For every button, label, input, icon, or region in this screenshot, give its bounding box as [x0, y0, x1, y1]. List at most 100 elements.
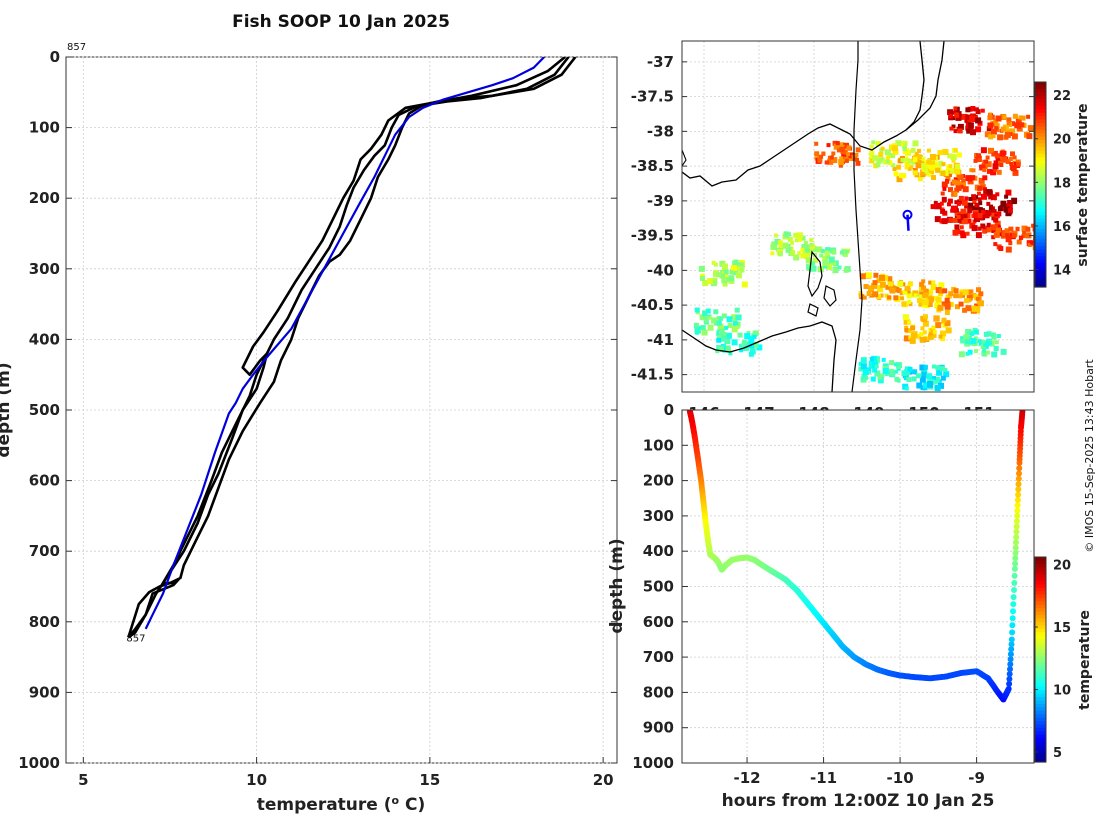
sst-pixel [976, 300, 981, 305]
map-lat-tick-label: -37.5 [631, 88, 674, 106]
sst-pixel [933, 315, 940, 322]
sst-pixel [871, 155, 878, 162]
sst-pixel [1000, 200, 1007, 207]
sst-pixel [945, 327, 952, 334]
sst-pixel [935, 322, 942, 329]
sst-pixel [890, 289, 895, 294]
sst-pixel [908, 302, 913, 307]
sst-pixel [927, 333, 934, 340]
sst-pixel [896, 364, 901, 369]
sst-pixel [904, 165, 909, 170]
sst-pixel [710, 280, 717, 287]
sst-pixel [877, 377, 884, 384]
profile-y-tick-label: 200 [29, 189, 60, 207]
sst-colorbar-segment [1035, 184, 1046, 189]
sst-colorbar-segment [1035, 157, 1046, 162]
profile-xlabel: temperature (o C) [257, 794, 426, 815]
map-coastlines [682, 41, 945, 392]
sst-colorbar-segment [1035, 126, 1046, 131]
sst-pixel [707, 324, 714, 331]
map-lat-tick-label: -37 [647, 53, 674, 71]
sst-pixel [1001, 156, 1008, 163]
sst-pixel [965, 107, 971, 113]
temperature-colorbar-segment [1035, 680, 1046, 685]
sst-pixel [911, 160, 916, 165]
sst-pixel [1032, 227, 1034, 232]
sst-pixel [863, 284, 869, 289]
sst-pixel [855, 157, 859, 162]
sst-pixel [870, 376, 876, 382]
sst-pixel [829, 155, 834, 160]
series-line-profile-1 [127, 57, 570, 639]
sst-pixel [920, 169, 927, 176]
sst-pixel [861, 373, 868, 380]
sst-colorbar-segment [1035, 153, 1046, 158]
sst-pixel [930, 204, 936, 210]
sst-pixel [876, 294, 881, 300]
sst-pixel [978, 201, 983, 206]
sst-pixel [982, 175, 988, 181]
depth-track-point [1007, 661, 1014, 668]
temperature-colorbar-segment [1035, 731, 1046, 736]
sst-pixel [959, 225, 964, 230]
sst-pixel [1015, 161, 1021, 167]
sst-pixel [950, 154, 957, 161]
profile-y-tick-label: 400 [29, 330, 60, 348]
sst-pixel [948, 217, 953, 222]
sst-pixel [885, 159, 890, 164]
sst-colorbar-segment [1035, 235, 1046, 240]
sst-pixel [913, 293, 918, 298]
sst-pixel [724, 325, 729, 330]
sst-pixel [983, 187, 987, 192]
sst-pixel [785, 246, 792, 253]
sst-pixel [866, 291, 872, 296]
sst-pixel [969, 115, 976, 122]
sst-pixel [790, 250, 796, 256]
sst-pixel [1027, 243, 1032, 247]
depth-track-point [1011, 580, 1018, 586]
sst-pixel [879, 281, 886, 288]
sst-pixel [744, 333, 751, 340]
sst-pixel [774, 238, 781, 245]
profile-y-tick-label: 700 [29, 542, 60, 560]
temperature-colorbar-segment [1035, 755, 1046, 760]
depth-y-tick-label: 400 [643, 542, 674, 560]
depth-x-tick-label: -9 [968, 769, 985, 787]
sst-pixel [860, 357, 867, 364]
sst-pixel [1018, 115, 1023, 120]
sst-pixel [985, 350, 990, 355]
sst-pixel [937, 150, 943, 156]
sst-pixel [904, 386, 909, 391]
sst-pixel [928, 296, 935, 303]
sst-pixel [1025, 232, 1032, 239]
sst-colorbar-segment [1035, 239, 1046, 244]
sst-pixel [980, 223, 986, 229]
sst-pixel [1026, 133, 1033, 140]
sst-pixel [1004, 228, 1010, 234]
sst-pixel [828, 256, 835, 263]
sst-pixel [873, 272, 879, 278]
sst-pixel [1004, 132, 1011, 139]
depth-track-point [1012, 550, 1019, 556]
sst-pixel [921, 279, 926, 284]
sst-pixel [1014, 122, 1021, 129]
sst-colorbar-segment [1035, 123, 1046, 128]
temperature-colorbar-segment [1035, 574, 1046, 579]
sst-pixel [700, 276, 705, 281]
sst-pixel [929, 164, 936, 171]
sst-colorbar-segment [1035, 177, 1046, 182]
sst-pixel [890, 370, 895, 376]
sst-pixel [973, 158, 978, 163]
sst-colorbar-segment [1035, 273, 1046, 278]
profile-y-tick-label: 1000 [18, 754, 60, 772]
sst-pixel [737, 332, 743, 338]
sst-pixel [953, 293, 959, 299]
sst-pixel [945, 175, 951, 181]
sst-pixel [991, 209, 997, 215]
sst-pixel [966, 218, 972, 224]
sst-pixel [902, 314, 909, 321]
coastline-tasmania [682, 321, 837, 392]
temperature-colorbar-segment [1035, 673, 1046, 678]
sst-pixel [923, 364, 928, 369]
sst-colorbar-segment [1035, 174, 1046, 179]
